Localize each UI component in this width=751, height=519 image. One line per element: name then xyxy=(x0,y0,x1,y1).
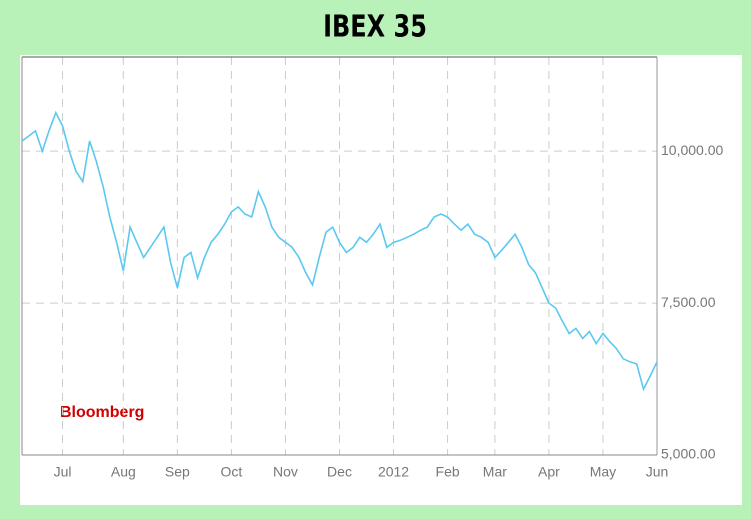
y-tick-label: 5,000.00 xyxy=(661,446,716,462)
y-tick-label: 7,500.00 xyxy=(661,294,716,310)
plot-panel xyxy=(20,55,742,505)
x-tick-label: Jul xyxy=(54,464,72,480)
x-tick-label: Feb xyxy=(436,464,460,480)
y-tick-label: 10,000.00 xyxy=(661,142,723,158)
price-line xyxy=(21,110,658,392)
x-tick-label: Mar xyxy=(483,464,507,480)
x-tick-label: Apr xyxy=(538,464,560,480)
annotation: Bloomberg xyxy=(60,404,144,421)
x-tick-label: 2012 xyxy=(378,464,409,480)
x-tick-label: Oct xyxy=(221,464,243,480)
x-tick-label: Dec xyxy=(327,464,352,480)
x-tick-label: Jun xyxy=(646,464,669,480)
x-tick-label: Sep xyxy=(165,464,190,480)
chart-title: IBEX 35 xyxy=(323,10,427,44)
x-tick-label: May xyxy=(590,464,616,480)
x-tick-label: Nov xyxy=(273,464,298,480)
x-tick-label: Aug xyxy=(111,464,136,480)
